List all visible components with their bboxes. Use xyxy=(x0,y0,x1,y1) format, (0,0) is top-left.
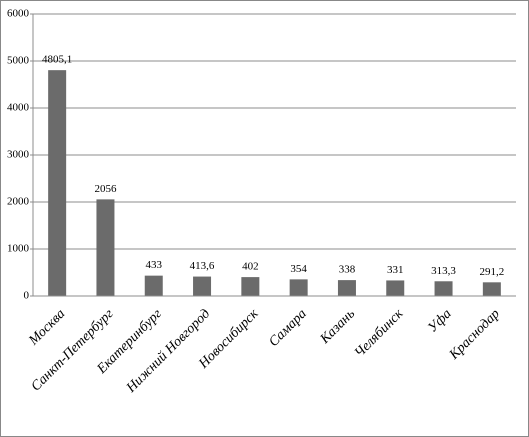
bar xyxy=(193,276,212,296)
value-label: 2056 xyxy=(94,183,117,195)
bar xyxy=(434,281,453,296)
bar xyxy=(48,70,67,296)
y-tick-label: 1000 xyxy=(7,243,30,255)
value-label: 331 xyxy=(387,264,404,276)
y-tick-label: 4000 xyxy=(7,102,30,114)
y-tick-label: 0 xyxy=(24,290,30,302)
value-label: 4805,1 xyxy=(42,54,72,66)
value-label: 433 xyxy=(146,259,163,271)
value-label: 338 xyxy=(339,264,356,276)
value-label: 413,6 xyxy=(190,260,215,272)
value-label: 291,2 xyxy=(479,266,504,278)
value-label: 402 xyxy=(242,261,259,273)
bar xyxy=(337,280,356,296)
value-label: 313,3 xyxy=(431,265,456,277)
bar xyxy=(386,280,405,296)
bar xyxy=(96,199,115,296)
bar xyxy=(482,282,501,296)
value-label: 354 xyxy=(290,263,307,275)
bar xyxy=(241,277,260,296)
y-tick-label: 3000 xyxy=(7,149,30,161)
y-tick-label: 5000 xyxy=(7,55,30,67)
bar xyxy=(289,279,308,296)
y-tick-label: 6000 xyxy=(7,8,30,20)
y-tick-label: 2000 xyxy=(7,196,30,208)
bar xyxy=(144,275,163,296)
